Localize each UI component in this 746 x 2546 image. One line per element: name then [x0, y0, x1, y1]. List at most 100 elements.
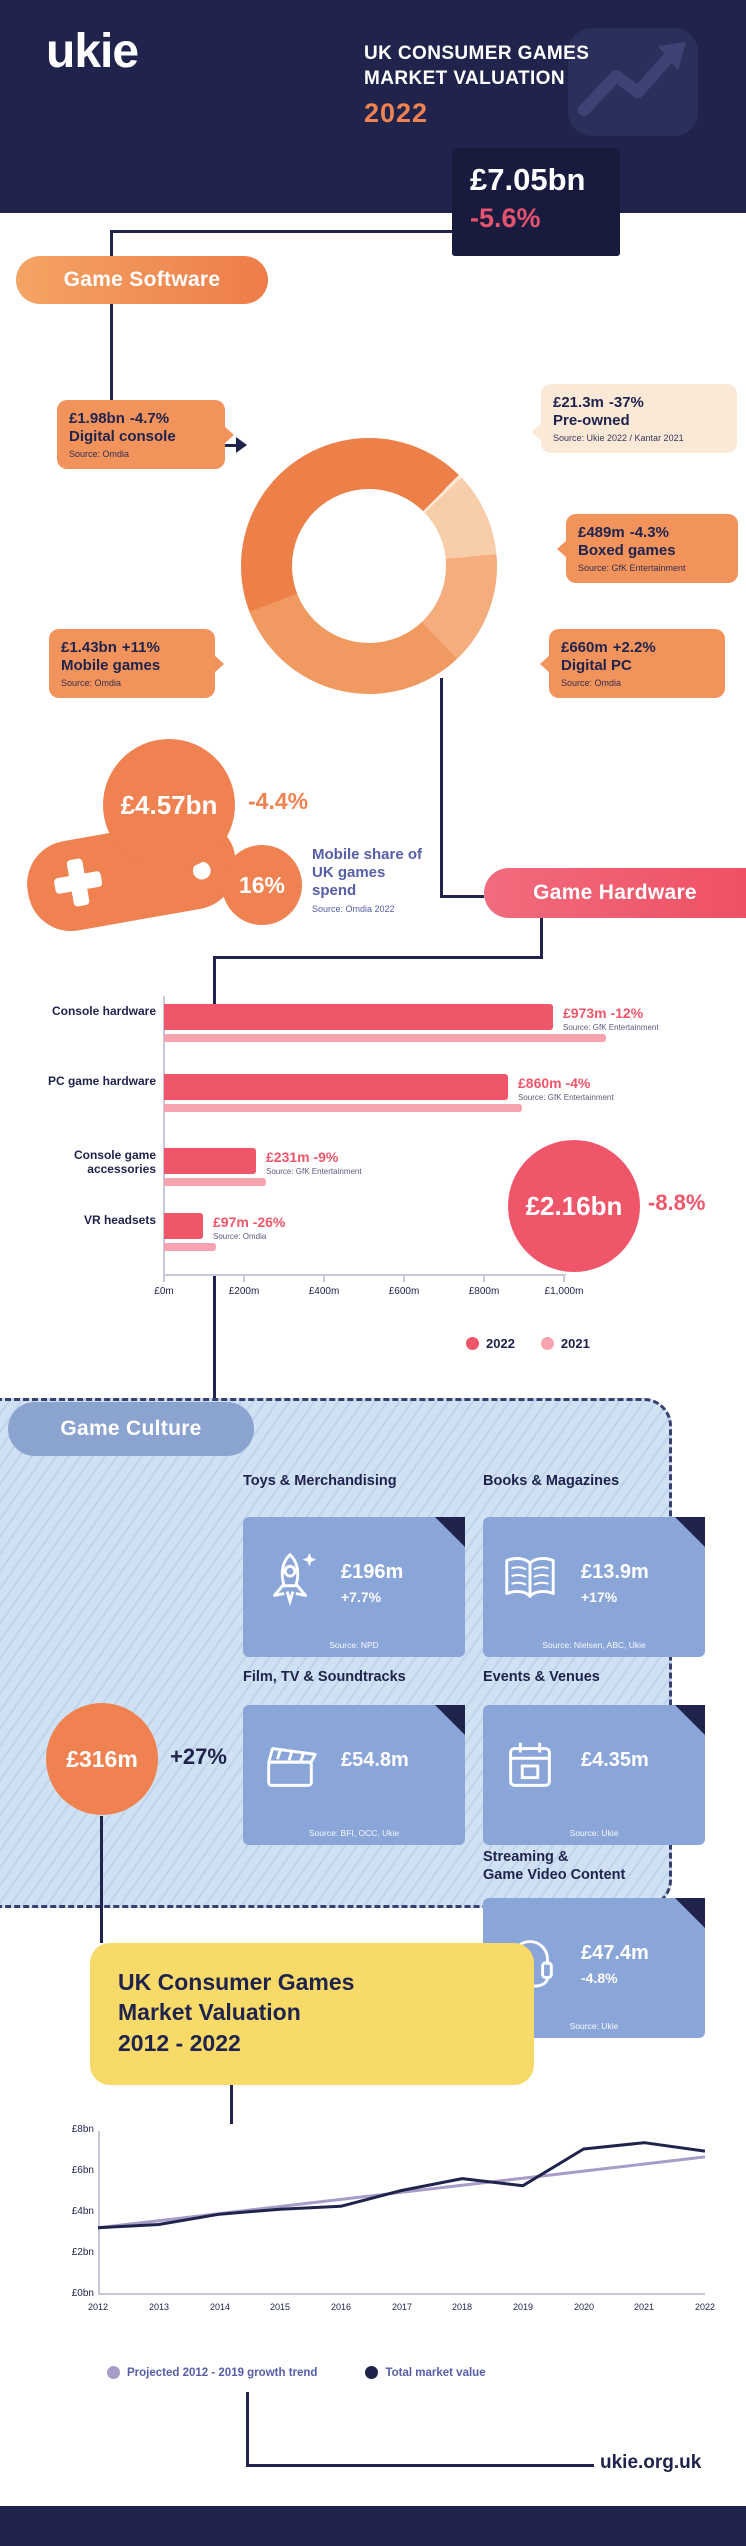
y-axis-label: £4bn [71, 2206, 94, 2217]
card-value: £54.8m [341, 1749, 409, 1771]
culture-card-books: £13.9m +17% Source: Nielsen, ABC, Ukie [483, 1517, 705, 1657]
x-axis-label: 2018 [451, 2302, 473, 2312]
culture-total-change: +27% [170, 1744, 227, 1769]
connector-line [230, 2085, 233, 2124]
callout-mobile-games: £1.43bn +11% Mobile games Source: Omdia [49, 629, 224, 698]
bar-source: Source: GfK Entertainment [266, 1167, 362, 1176]
callout-boxed-games: £489m -4.3% Boxed games Source: GfK Enter… [557, 514, 738, 583]
axis-tick-label: £0m [154, 1286, 174, 1297]
bar-category-label: Console hardware [51, 1004, 156, 1018]
axis-tick [323, 1276, 325, 1282]
callout-value: £1.43bn [61, 639, 117, 656]
callout-value: £489m [578, 524, 625, 541]
bar-annotation-group: £973m -12% Source: GfK Entertainment [563, 1005, 659, 1032]
callout-pointer [557, 539, 567, 558]
timeline-heading-line1: UK Consumer Games [118, 1969, 355, 1995]
legend-dot-2022 [466, 1337, 479, 1350]
hardware-row-vr: VR headsets £97m -26% Source: Omdia [0, 1213, 746, 1273]
total-market-value: £7.05bn [470, 162, 586, 197]
callout-pointer [540, 654, 550, 673]
callout-source: Source: Omdia [61, 678, 122, 688]
x-axis-label: 2015 [269, 2302, 291, 2312]
bar-source: Source: Omdia [213, 1232, 267, 1241]
card-source: Source: BFI, OCC, Ukie [308, 1828, 400, 1838]
callout-pointer [214, 654, 224, 673]
software-total-value: £4.57bn [103, 739, 235, 871]
y-axis-label: £0bn [71, 2288, 94, 2299]
bar-category-label: PC game hardware [47, 1074, 156, 1088]
legend-dot-total [365, 2366, 379, 2379]
book-icon [505, 1557, 555, 1598]
axis-tick-label: £800m [468, 1286, 500, 1297]
bar-2021 [164, 1034, 606, 1042]
card-change: +7.7% [341, 1589, 382, 1605]
software-total-change: -4.4% [248, 788, 309, 814]
culture-card-film: £54.8m Source: BFI, OCC, Ukie [243, 1705, 465, 1845]
callout-change: +11% [121, 639, 160, 656]
callout-source: Source: GfK Entertainment [578, 563, 686, 573]
folded-corner [675, 1517, 705, 1547]
bar-2022 [164, 1148, 256, 1174]
culture-card-events: £4.35m Source: Ukie [483, 1705, 705, 1845]
bar-2022 [164, 1213, 203, 1239]
folded-corner [435, 1517, 465, 1547]
bar-source: Source: GfK Entertainment [563, 1023, 659, 1032]
ukie-website-link[interactable]: ukie.org.uk [600, 2452, 702, 2473]
timeline-heading-card: UK Consumer Games Market Valuation 2012 … [90, 1943, 534, 2085]
axis-tick-label: £200m [228, 1286, 260, 1297]
axis-tick [243, 1276, 245, 1282]
callout-value: £21.3m [553, 394, 604, 411]
card-value: £47.4m [581, 1942, 649, 1964]
axis-tick [403, 1276, 405, 1282]
callout-source: Source: Omdia [69, 449, 130, 459]
connector-line [440, 678, 443, 895]
card-source: Source: Ukie [569, 2021, 619, 2031]
callout-change: -4.3% [629, 524, 669, 541]
card-change: +17% [581, 1589, 618, 1605]
mobile-share-value: 16% [222, 845, 302, 925]
bar-annotation: £973m -12% [563, 1005, 644, 1021]
page-title: UK CONSUMER GAMES MARKET VALUATION [364, 42, 604, 91]
bar-category-label: VR headsets [83, 1213, 156, 1227]
culture-card-toys: £196m +7.7% Source: NPD [243, 1517, 465, 1657]
callout-digital-console: £1.98bn -4.7% Digital console Source: Omd… [57, 400, 234, 469]
hardware-chart-x-axis [163, 1274, 566, 1276]
donut-hole [292, 489, 446, 643]
mobile-share-source: Source: Omdia 2022 [312, 904, 395, 914]
mobile-share-caption: Mobile share of UK games spend Source: O… [312, 846, 430, 915]
bar-source: Source: GfK Entertainment [518, 1093, 614, 1102]
timeline-heading-line3: 2012 - 2022 [118, 2029, 241, 2056]
calendar-icon [509, 1742, 551, 1787]
callout-label: Boxed games [578, 542, 676, 559]
connector-line [110, 304, 113, 444]
callout-change: -4.7% [129, 410, 170, 427]
callout-pointer [224, 425, 234, 444]
x-axis-label: 2016 [330, 2302, 352, 2312]
y-axis-label: £6bn [71, 2165, 94, 2176]
hardware-chart-y-axis [163, 996, 165, 1276]
folded-corner [675, 1898, 705, 1928]
card-source: Source: Ukie [569, 1828, 619, 1838]
legend-dot-2021 [540, 1337, 554, 1350]
bar-annotation-group: £97m -26% Source: Omdia [213, 1214, 285, 1241]
card-source: Source: Nielsen, ABC, Ukie [542, 1640, 646, 1650]
axis-tick-label: £600m [388, 1286, 420, 1297]
x-axis-label: 2012 [87, 2302, 109, 2312]
callout-source: Source: Ukie 2022 / Kantar 2021 [553, 433, 684, 443]
bar-annotation: £231m -9% [266, 1149, 339, 1165]
x-axis-label: 2022 [694, 2302, 716, 2312]
timeline-chart-legend: Projected 2012 - 2019 growth trend Total… [107, 2366, 486, 2379]
card-value: £196m [341, 1561, 404, 1583]
callout-change: -37% [608, 394, 644, 411]
bar-2022 [164, 1074, 508, 1100]
connector-line [540, 918, 543, 958]
bar-annotation: £97m -26% [213, 1214, 286, 1230]
connector-line [213, 956, 543, 959]
callout-pointer [532, 423, 542, 442]
callout-change: +2.2% [612, 639, 656, 656]
axis-tick-label: £1,000m [544, 1286, 584, 1297]
callout-source: Source: Omdia [561, 678, 622, 688]
axis-tick [483, 1276, 485, 1282]
x-axis-label: 2019 [512, 2302, 534, 2312]
clapperboard-icon [267, 1747, 317, 1787]
